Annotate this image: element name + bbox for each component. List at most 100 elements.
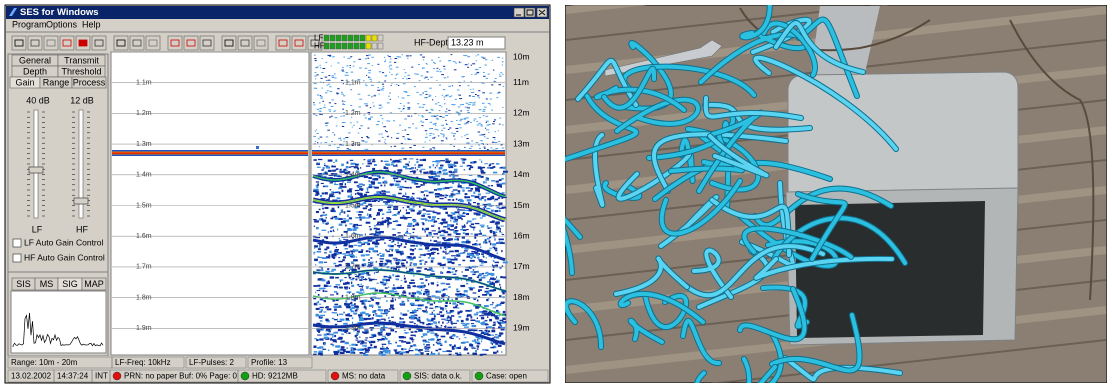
echo-speckle <box>466 241 471 243</box>
echo-speckle <box>324 105 325 106</box>
inner-depth-label: 1.4m <box>136 172 152 179</box>
toolbar-button[interactable] <box>60 36 74 50</box>
echo-speckle <box>457 238 459 240</box>
echo-speckle <box>448 287 449 288</box>
echo-speckle <box>490 197 494 199</box>
echo-speckle <box>394 259 395 260</box>
echo-speckle <box>466 318 469 320</box>
echo-speckle <box>364 176 368 178</box>
echo-speckle <box>368 259 370 260</box>
checkbox[interactable] <box>13 239 21 247</box>
echo-speckle <box>480 124 482 125</box>
echo-speckle <box>477 54 479 55</box>
echo-speckle <box>417 169 418 170</box>
echo-speckle <box>471 65 472 66</box>
echo-speckle <box>368 278 370 279</box>
echo-speckle <box>326 217 327 219</box>
echo-speckle <box>495 199 499 201</box>
echo-speckle <box>470 288 473 290</box>
tab-label: Process <box>73 77 106 87</box>
echo-speckle <box>365 337 367 338</box>
echo-speckle <box>437 68 439 69</box>
echo-speckle <box>439 167 443 169</box>
echo-speckle <box>487 178 489 179</box>
echo-speckle <box>341 94 344 95</box>
echo-speckle <box>453 307 457 309</box>
window-button[interactable] <box>514 8 524 17</box>
echo-speckle <box>441 319 445 320</box>
echo-speckle <box>327 90 329 91</box>
checkbox[interactable] <box>13 254 21 262</box>
echo-speckle <box>351 311 355 313</box>
echo-speckle <box>407 285 410 286</box>
echo-speckle <box>502 173 505 175</box>
echo-speckle <box>313 285 317 287</box>
echo-speckle <box>353 313 357 314</box>
echo-speckle <box>455 230 459 231</box>
echo-speckle <box>439 349 442 351</box>
echo-speckle <box>385 249 387 250</box>
echo-speckle <box>492 60 493 61</box>
echo-speckle <box>315 67 318 68</box>
echo-speckle <box>368 341 371 342</box>
echo-speckle <box>407 138 409 139</box>
echo-speckle <box>353 256 355 258</box>
echo-speckle <box>322 58 323 59</box>
toolbar-button[interactable] <box>28 36 42 50</box>
toolbar-button[interactable] <box>254 36 268 50</box>
echo-speckle <box>399 125 401 126</box>
echo-speckle <box>426 94 428 95</box>
echo-speckle <box>428 347 431 349</box>
echo-speckle <box>436 342 437 343</box>
echo-speckle <box>402 259 407 261</box>
echo-speckle <box>434 240 438 242</box>
echo-speckle <box>379 353 380 355</box>
level-meter-cell <box>366 43 371 49</box>
echo-speckle <box>350 353 354 354</box>
echo-speckle <box>322 193 325 195</box>
toolbar-button[interactable] <box>238 36 252 50</box>
echo-speckle <box>478 296 480 298</box>
echo-speckle <box>436 165 438 166</box>
echo-speckle <box>320 320 323 321</box>
echo-speckle <box>421 75 423 76</box>
echo-speckle <box>427 331 429 333</box>
echo-speckle <box>330 294 334 295</box>
toolbar-button[interactable] <box>292 36 306 50</box>
echo-speckle <box>427 301 430 303</box>
echo-speckle <box>456 289 458 291</box>
toolbar-button[interactable] <box>222 36 236 50</box>
toolbar-button[interactable] <box>168 36 182 50</box>
echo-speckle <box>477 348 479 349</box>
echo-speckle <box>470 257 472 259</box>
meter-label: HF <box>314 42 325 51</box>
toolbar-button[interactable] <box>44 36 58 50</box>
toolbar-button[interactable] <box>276 36 290 50</box>
toolbar-button[interactable] <box>12 36 26 50</box>
echo-speckle <box>388 209 391 211</box>
echo-speckle <box>417 271 420 272</box>
toolbar-button[interactable] <box>200 36 214 50</box>
echo-speckle <box>433 212 438 213</box>
toolbar-button[interactable] <box>146 36 160 50</box>
echo-speckle <box>432 192 434 193</box>
echo-speckle <box>419 170 421 172</box>
slider-thumb[interactable] <box>74 198 88 204</box>
echo-speckle <box>319 245 321 247</box>
window-button[interactable] <box>525 8 535 17</box>
echo-speckle <box>349 167 352 168</box>
toolbar-button[interactable] <box>184 36 198 50</box>
echo-speckle <box>497 223 499 224</box>
toolbar-button[interactable] <box>130 36 144 50</box>
echo-speckle <box>486 349 489 350</box>
echo-speckle <box>404 139 405 140</box>
echo-speckle <box>325 123 328 124</box>
slider-thumb[interactable] <box>29 167 43 173</box>
echo-speckle <box>390 99 391 100</box>
echo-speckle <box>343 138 345 139</box>
echo-speckle <box>321 169 324 170</box>
echo-speckle <box>343 349 346 351</box>
toolbar-button[interactable] <box>114 36 128 50</box>
echo-speckle <box>424 194 425 196</box>
toolbar-button[interactable] <box>92 36 106 50</box>
